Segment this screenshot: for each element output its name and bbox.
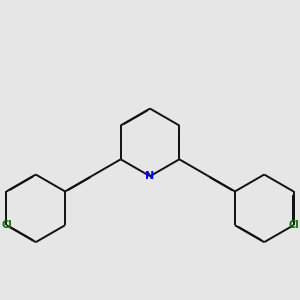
Text: Cl: Cl xyxy=(1,220,12,230)
Text: Cl: Cl xyxy=(288,220,299,230)
Text: N: N xyxy=(146,171,154,181)
